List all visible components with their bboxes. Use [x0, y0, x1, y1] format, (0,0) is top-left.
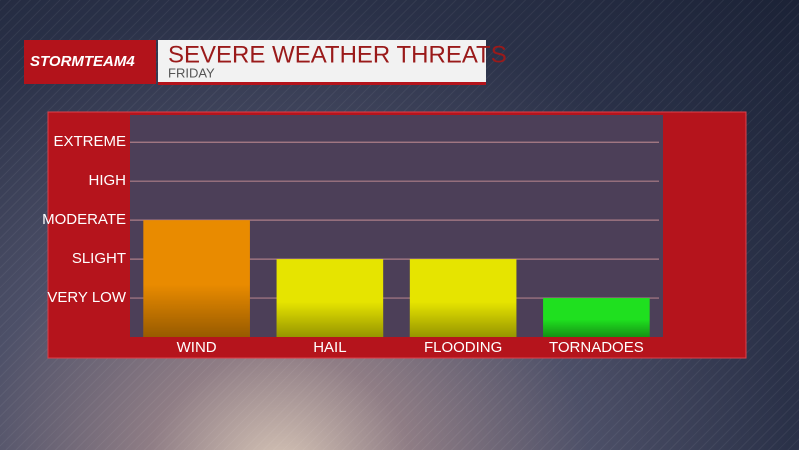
bar-shade: [143, 220, 250, 337]
y-tick-label: SLIGHT: [72, 250, 126, 267]
chart-subtitle: FRIDAY: [168, 65, 215, 80]
title-box: [158, 40, 486, 84]
brand: STORMTEAM4: [30, 53, 135, 70]
x-tick-label: HAIL: [313, 339, 346, 356]
x-tick-label: FLOODING: [424, 339, 502, 356]
y-tick-label: HIGH: [89, 172, 127, 189]
title-underline: [158, 82, 486, 85]
bar-shade: [543, 298, 650, 337]
y-tick-label: MODERATE: [42, 211, 126, 228]
bar-shade: [409, 259, 517, 337]
logo-box: [24, 40, 156, 84]
y-tick-label: EXTREME: [53, 133, 126, 150]
x-tick-label: TORNADOES: [549, 339, 644, 356]
bar-shade: [276, 259, 384, 337]
chart-title: SEVERE WEATHER THREATS: [168, 41, 507, 68]
x-tick-label: WIND: [177, 339, 217, 356]
y-tick-label: VERY LOW: [47, 289, 126, 306]
